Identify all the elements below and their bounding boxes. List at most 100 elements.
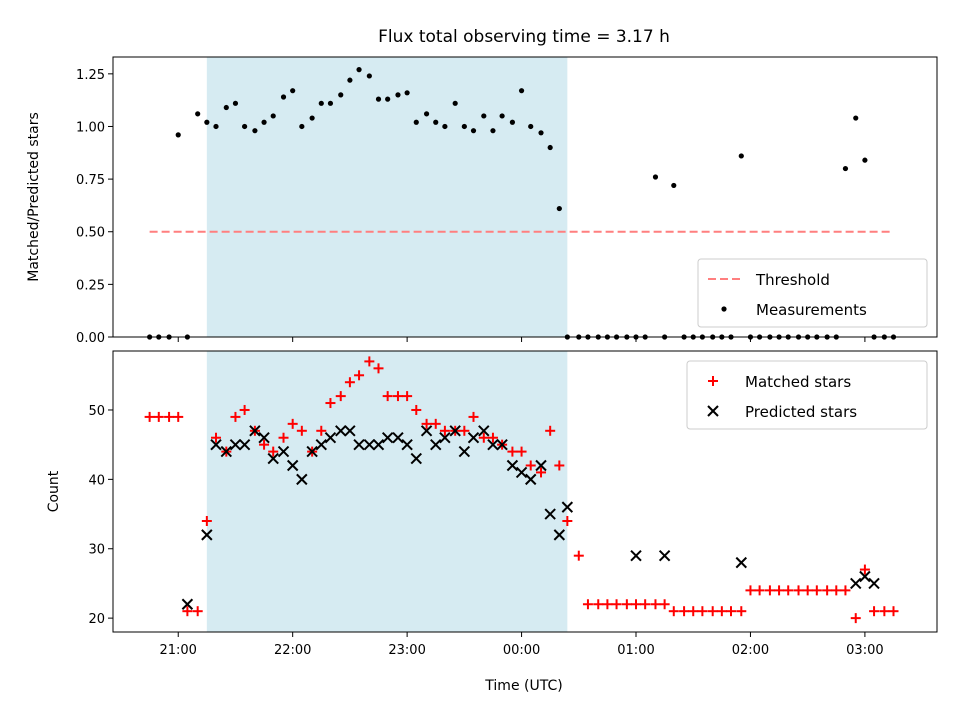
measurement-point (223, 104, 229, 111)
measurement-point (299, 123, 305, 130)
predicted-star-point (258, 432, 270, 444)
measurement-point (290, 88, 296, 94)
y-tick-label: 1.25 (76, 68, 105, 83)
predicted-star-point (238, 438, 251, 451)
legend-swatch (707, 405, 719, 417)
matched-star-point (478, 432, 489, 443)
measurement-point (413, 119, 419, 125)
y-tick-label: 30 (88, 543, 105, 558)
matched-star-point (650, 599, 661, 610)
predicted-star-point (506, 459, 519, 472)
matched-star-point (736, 606, 747, 617)
legend-box (697, 258, 928, 328)
matched-star-point (373, 363, 384, 374)
matched-star-point (487, 432, 498, 443)
predicted-star-point (544, 508, 556, 520)
predicted-star-point (201, 529, 213, 541)
predicted-star-point (410, 452, 422, 465)
predicted-star-point (267, 452, 279, 465)
predicted-star-point (496, 438, 508, 451)
y-tick-label: 50 (88, 404, 105, 419)
measurement-point (213, 123, 219, 130)
legend-box (686, 360, 928, 430)
measurement-point (738, 153, 744, 159)
matched-star-point (745, 585, 756, 596)
matched-star-point (802, 585, 813, 596)
matched-star-point (525, 460, 536, 471)
matched-star-point (774, 585, 785, 596)
matched-star-point (144, 411, 155, 422)
predicted-star-point (210, 438, 222, 451)
matched-star-point (582, 599, 593, 610)
x-tick-label: 02:00 (732, 643, 769, 658)
predicted-star-point (658, 549, 671, 562)
matched-star-point (211, 432, 221, 443)
matched-star-point (850, 613, 861, 624)
matched-star-point (869, 606, 880, 617)
matched-star-point (421, 418, 432, 429)
matched-star-point (153, 411, 164, 422)
predicted-star-point (392, 432, 404, 444)
matched-star-point (783, 585, 794, 596)
matched-star-point (507, 446, 518, 457)
predicted-star-point (561, 501, 574, 513)
predicted-star-point (850, 577, 862, 590)
matched-star-point (335, 391, 346, 402)
predicted-star-point (181, 598, 194, 610)
predicted-star-point (420, 425, 433, 437)
measurement-point (261, 119, 267, 125)
predicted-star-point (296, 473, 308, 486)
matched-star-point (230, 411, 241, 422)
matched-star-point (754, 585, 765, 596)
predicted-star-point (439, 432, 451, 444)
matched-star-point (430, 418, 441, 429)
matched-star-point (296, 425, 307, 436)
predicted-star-point (353, 438, 365, 451)
x-tick-label: 21:00 (159, 643, 196, 658)
matched-star-point (173, 411, 184, 422)
x-tick-label: 00:00 (503, 643, 540, 658)
matched-star-point (354, 370, 365, 381)
x-tick-label: 03:00 (846, 643, 883, 658)
matched-star-point (268, 446, 279, 457)
matched-star-point (764, 585, 775, 596)
matched-star-point (364, 356, 375, 367)
bottom-legend: Matched stars Predicted stars (686, 360, 928, 430)
matched-star-point (697, 606, 708, 617)
matched-star-point (688, 606, 699, 617)
measurement-point (252, 128, 258, 134)
legend-swatch (708, 376, 718, 386)
matched-star-point (593, 599, 604, 610)
legend-label: Matched stars (745, 373, 851, 391)
x-tick-label: 23:00 (388, 643, 425, 658)
legend-label: Measurements (756, 301, 867, 319)
predicted-star-point (344, 425, 356, 437)
predicted-star-point (401, 438, 413, 451)
predicted-star-point (859, 570, 871, 583)
matched-star-point (562, 515, 573, 526)
matched-star-point (344, 377, 355, 388)
measurement-point (309, 115, 315, 121)
y-tick-label: 0.25 (76, 278, 105, 293)
matched-star-point (468, 411, 479, 422)
matched-star-point (611, 599, 622, 610)
observing-span-top (206, 57, 568, 337)
predicted-star-point (449, 425, 461, 437)
matched-star-point (668, 606, 679, 617)
measurement-point (528, 123, 534, 130)
matched-star-point (259, 439, 270, 450)
predicted-star-point (324, 432, 337, 444)
matched-star-point (716, 606, 727, 617)
measurement-point (671, 182, 677, 189)
matched-star-point (439, 425, 450, 436)
predicted-star-point (515, 466, 528, 479)
matched-star-point (631, 599, 642, 610)
matched-star-point (879, 606, 890, 617)
matched-star-point (707, 606, 718, 617)
matched-star-point (793, 585, 804, 596)
measurement-point (318, 100, 324, 106)
top-panel: 0.00 0.25 0.50 0.75 1.00 1.25 Matched/Predict… (26, 56, 938, 346)
measurement-point (327, 100, 334, 106)
measurement-point (375, 96, 382, 102)
